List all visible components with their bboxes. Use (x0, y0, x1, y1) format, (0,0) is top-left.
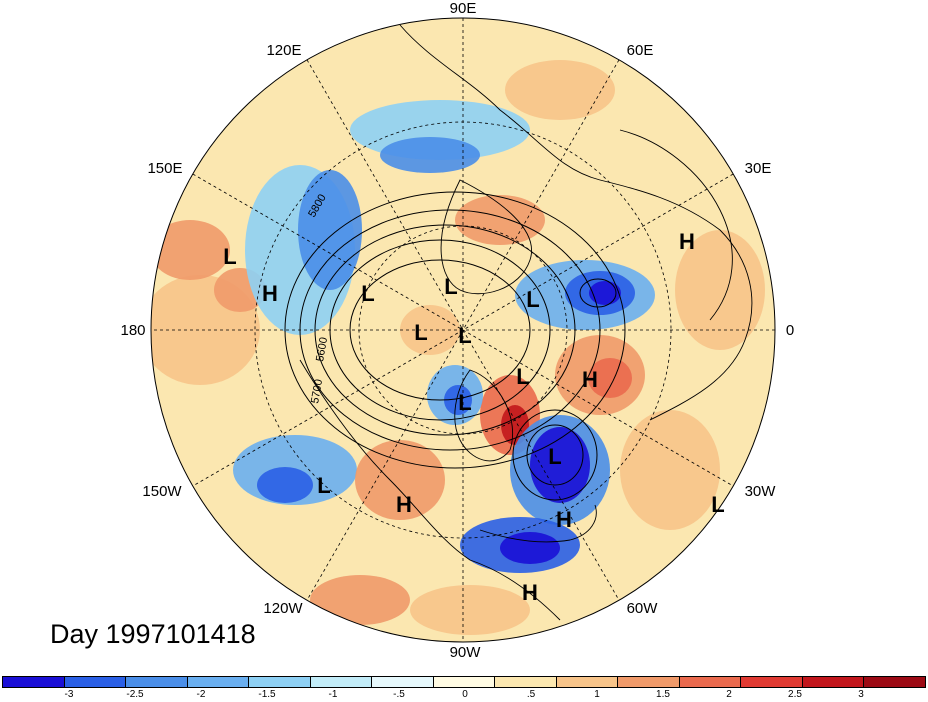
anomaly-blob (530, 427, 590, 503)
colorbar-tick-label: 2.5 (788, 689, 802, 700)
coastlines (299, 24, 753, 621)
contour-line (349, 259, 531, 401)
colorbar-tick-label: -2.5 (126, 689, 144, 700)
anomaly-blob (151, 220, 230, 280)
anomaly-blob (257, 467, 313, 503)
coastline-europe (619, 129, 733, 321)
day-label: Day 1997101418 (50, 619, 256, 649)
lon-label-120e: 120E (266, 42, 301, 59)
contour-line (579, 278, 617, 308)
anomaly-blob (310, 575, 410, 625)
colorbar-tick-label: 3 (858, 689, 864, 700)
colorbar-tick-label: -.5 (393, 689, 405, 700)
lon-label-150e: 150E (147, 160, 182, 177)
pressure-center-marker: H (556, 507, 572, 532)
coastline-eurasia (399, 24, 753, 421)
colorbar-swatch (864, 677, 925, 687)
colorbar-tick-labels: -3 -2.5 -2 -1.5 -1 -.5 0 .5 1 1.5 2 2.5 … (0, 689, 928, 702)
lon-label-90e: 90E (450, 0, 477, 17)
colorbar-tick-label: 2 (726, 689, 732, 700)
anomaly-blob (620, 410, 720, 530)
anomaly-blob (505, 60, 615, 120)
coastline-greenland (454, 369, 514, 462)
pressure-center-marker: H (262, 281, 278, 306)
colorbar-swatch (249, 677, 311, 687)
colorbar-swatch (433, 677, 496, 687)
lon-label-120w: 120W (263, 600, 303, 617)
colorbar-swatch (3, 677, 65, 687)
anomaly-blob (380, 137, 480, 173)
pressure-center-marker: L (223, 244, 236, 269)
contour-line (526, 424, 584, 486)
anomaly-blob (298, 170, 362, 290)
colorbar-tick-label: -1 (328, 689, 338, 700)
anomaly-blob (455, 195, 545, 245)
pressure-center-marker: L (361, 281, 374, 306)
anomaly-blob (444, 385, 472, 415)
contour-label: 5700 (309, 378, 325, 404)
colorbar-swatch (556, 677, 619, 687)
pressure-center-marker: L (516, 364, 529, 389)
colorbar-tick-label: 0 (462, 689, 468, 700)
colorbar-tick-label: -1.5 (258, 689, 276, 700)
pressure-center-marker: H (679, 229, 695, 254)
lon-label-0: 0 (786, 322, 794, 339)
meridian-line (192, 173, 734, 487)
pressure-center-marker: L (458, 390, 471, 415)
coastline-arctic (440, 179, 532, 295)
colorbar-swatch (741, 677, 803, 687)
anomaly-blob (355, 440, 445, 520)
colorbar-swatch (187, 677, 250, 687)
contour-line (512, 409, 598, 501)
colorbar-swatch (64, 677, 127, 687)
coastline-caribbean (479, 504, 597, 543)
graticule (151, 18, 775, 642)
pressure-center-marker: L (317, 473, 330, 498)
pressure-center-marker: L (458, 323, 471, 348)
colorbar-swatch (372, 677, 434, 687)
colorbar-tick-label: .5 (526, 689, 536, 700)
colorbar-swatch (618, 677, 680, 687)
anomaly-blob (589, 281, 621, 305)
colorbar-swatch (310, 677, 373, 687)
anomaly-blob (500, 532, 560, 564)
lon-label-150w: 150W (142, 483, 182, 500)
pressure-center-marker: L (711, 492, 724, 517)
anomaly-blob (588, 358, 632, 398)
pressure-center-marker: L (444, 274, 457, 299)
pressure-center-marker: L (548, 444, 561, 469)
anomaly-blob (410, 585, 530, 635)
anomaly-blob (675, 230, 765, 350)
coastline-americas (299, 359, 561, 621)
pressure-center-marker: L (526, 287, 539, 312)
colorbar-swatch (126, 677, 188, 687)
colorbar-tick-label: -3 (64, 689, 74, 700)
pressure-center-marker: H (582, 367, 598, 392)
colorbar (2, 676, 926, 688)
map-boundary (150, 17, 776, 643)
pressure-center-marker: H (522, 580, 538, 605)
lon-label-60w: 60W (627, 600, 659, 617)
colorbar-tick-label: 1.5 (656, 689, 670, 700)
pressure-center-marker: H (396, 492, 412, 517)
contour-label: 5600 (314, 336, 330, 362)
lon-label-90w: 90W (450, 644, 482, 661)
anomaly-blobs (151, 60, 765, 635)
colorbar-tick-label: 1 (594, 689, 600, 700)
lon-label-30w: 30W (745, 483, 777, 500)
colorbar-tick-label: -2 (196, 689, 206, 700)
colorbar-swatch (802, 677, 865, 687)
lon-label-30e: 30E (745, 160, 772, 177)
pressure-center-marker: L (414, 320, 427, 345)
lon-label-180: 180 (120, 322, 145, 339)
colorbar-swatch (679, 677, 742, 687)
colorbar-swatch (495, 677, 557, 687)
lon-label-60e: 60E (627, 42, 654, 59)
